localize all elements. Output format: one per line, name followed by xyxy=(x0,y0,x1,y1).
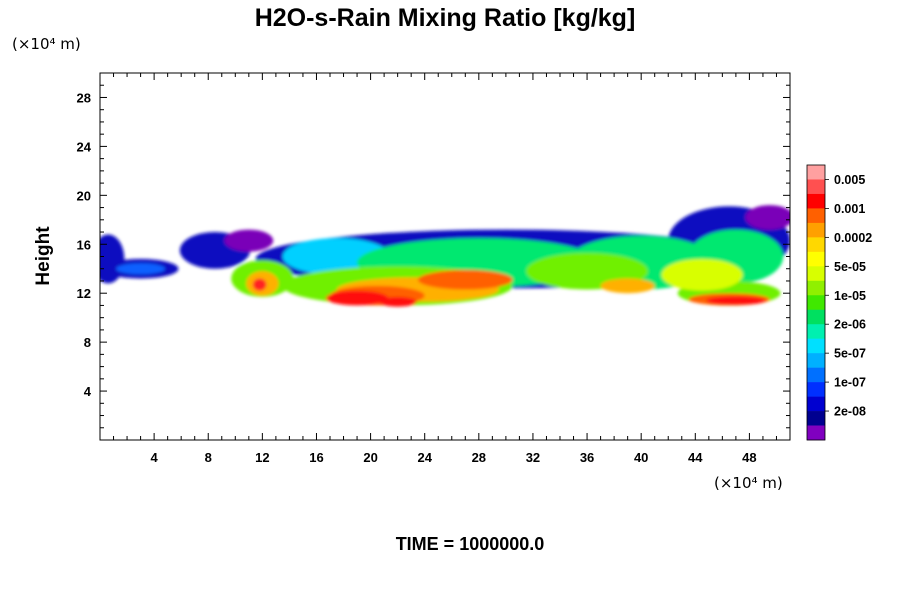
colorbar-swatch xyxy=(807,425,825,441)
x-tick-label: 8 xyxy=(205,450,212,465)
colorbar-swatch xyxy=(807,222,825,238)
colorbar-swatch xyxy=(807,353,825,368)
field-cell-23 xyxy=(325,290,389,306)
colorbar-label: 5e-05 xyxy=(834,260,866,274)
x-unit-label: (×10⁴ m) xyxy=(714,474,783,492)
y-tick-label: 4 xyxy=(84,384,92,399)
x-tick-label: 12 xyxy=(255,450,269,465)
colorbar-swatch xyxy=(807,324,825,339)
colorbar-swatch xyxy=(807,411,825,426)
y-axis: 4 8 12 16 20 24 28 xyxy=(77,84,790,429)
colorbar-swatch xyxy=(807,295,825,311)
colorbar-frame xyxy=(806,164,826,441)
time-label: TIME = 1000000.0 xyxy=(396,534,545,554)
colorbar-swatch xyxy=(807,208,825,224)
field-cell-4 xyxy=(224,229,274,252)
x-tick-label: 32 xyxy=(526,450,540,465)
colorbar-swatch xyxy=(807,367,825,383)
x-tick-label: 16 xyxy=(309,450,323,465)
colorbar-swatch xyxy=(807,179,825,195)
colorbar-label: 1e-05 xyxy=(834,289,866,303)
colorbar-swatch xyxy=(807,193,825,209)
colorbar-swatch xyxy=(807,382,825,397)
field-cell-25 xyxy=(706,296,766,305)
field-cell-26 xyxy=(252,278,267,291)
colorbar-swatch xyxy=(807,251,825,267)
colorbar-swatch xyxy=(807,309,825,325)
colorbar-label: 5e-07 xyxy=(834,347,866,361)
colorbar-label: 2e-06 xyxy=(834,318,866,332)
colorbar-swatch xyxy=(807,338,825,354)
y-tick-label: 8 xyxy=(84,335,91,350)
chart-title: H2O-s-Rain Mixing Ratio [kg/kg] xyxy=(255,4,636,32)
x-tick-label: 36 xyxy=(580,450,594,465)
field-cell-16 xyxy=(661,258,743,291)
colorbar-swatch xyxy=(807,165,825,180)
field-cell-20 xyxy=(417,269,513,290)
y-axis-label: Height xyxy=(33,226,54,286)
y-tick-label: 24 xyxy=(77,139,92,154)
colorbar-label: 1e-07 xyxy=(834,376,866,390)
colorbar-swatch xyxy=(807,237,825,253)
x-tick-label: 44 xyxy=(688,450,703,465)
x-tick-label: 28 xyxy=(472,450,486,465)
heatmap-field xyxy=(100,205,790,307)
x-tick-label: 48 xyxy=(742,450,756,465)
y-tick-label: 12 xyxy=(77,286,91,301)
colorbar-label: 0.0002 xyxy=(834,231,872,245)
colorbar-label: 0.001 xyxy=(834,202,865,216)
field-cell-19 xyxy=(600,278,655,294)
field-cell-2 xyxy=(116,263,165,275)
x-axis: 4 8 12 16 20 24 28 32 36 40 44 48 xyxy=(113,73,777,465)
colorbar-label: 0.005 xyxy=(834,173,865,187)
x-tick-label: 40 xyxy=(634,450,648,465)
x-tick-label: 20 xyxy=(363,450,377,465)
y-tick-label: 16 xyxy=(77,237,91,252)
y-tick-label: 20 xyxy=(77,188,91,203)
y-tick-label: 28 xyxy=(77,90,91,105)
colorbar-swatch xyxy=(807,266,825,282)
x-tick-label: 4 xyxy=(151,450,159,465)
field-cell-24 xyxy=(378,296,417,307)
colorbar-swatch xyxy=(807,396,825,412)
field-cell-7 xyxy=(745,205,790,230)
colorbar-label: 2e-08 xyxy=(834,405,866,419)
colorbar-swatch xyxy=(807,280,825,296)
x-tick-label: 24 xyxy=(417,450,432,465)
y-unit-label: (×10⁴ m) xyxy=(12,35,81,53)
colorbar: 0.005 0.001 0.0002 5e-05 1e-05 2e-06 5e-07 1e-0… xyxy=(806,164,872,441)
